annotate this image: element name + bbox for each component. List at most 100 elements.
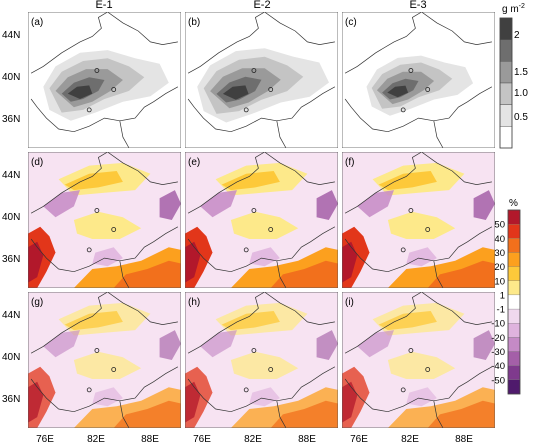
lat-label-44n: 44N [2, 170, 20, 181]
border-line [344, 152, 422, 214]
border-line [421, 152, 492, 185]
change-contour [73, 211, 142, 239]
map-panel-top-3 [342, 12, 495, 148]
dust-contour [222, 85, 249, 100]
lon-label-88e: 88E [298, 434, 316, 445]
change-contour [200, 190, 237, 218]
lat-label-44n: 44N [2, 310, 20, 321]
change-contour [387, 211, 456, 239]
colorbar-top-unit-sup: -2 [519, 3, 525, 10]
border-line [30, 366, 179, 413]
panel-label-h: (h) [188, 297, 200, 308]
colorbar-bottom-tick: -10 [491, 319, 505, 330]
change-contour [473, 190, 495, 220]
change-contour [92, 247, 123, 267]
colorbar-top-swatch [499, 104, 513, 127]
change-contour [270, 260, 338, 288]
border-line [344, 366, 493, 413]
lat-label-44n: 44N [2, 30, 20, 41]
panel-label-i: (i) [345, 297, 354, 308]
map-panel-top-1 [28, 12, 181, 148]
lon-label-82e: 82E [87, 434, 105, 445]
border-line [344, 226, 493, 273]
station-marker [268, 227, 274, 232]
border-line [433, 400, 444, 428]
colorbar-bottom-tick: 10 [494, 276, 505, 287]
change-contour [43, 190, 80, 218]
lon-label-88e: 88E [455, 434, 473, 445]
change-contour [113, 260, 181, 288]
panel-label-b: (b) [188, 17, 200, 28]
change-contour [357, 190, 394, 218]
change-contour [92, 387, 123, 407]
change-contour [185, 381, 201, 423]
map-panel-top-2 [185, 12, 338, 148]
map-panel-h [185, 292, 338, 428]
change-contour [342, 241, 358, 283]
colorbar-top-tick: 1.5 [514, 67, 528, 78]
station-marker [400, 107, 406, 113]
change-contour [159, 330, 181, 360]
change-contour [73, 351, 142, 379]
station-marker [86, 107, 92, 113]
colorbar-bottom-tick: 20 [494, 262, 505, 273]
change-contour [64, 171, 123, 191]
colorbar-top-unit: g m-2 [502, 3, 525, 15]
station-marker [268, 367, 274, 372]
change-contour [200, 330, 237, 358]
colorbar-top-swatch [499, 61, 513, 84]
panel-label-d: (d) [31, 157, 43, 168]
colorbar-bottom-tick: 40 [494, 234, 505, 245]
lat-label-36n: 36N [2, 394, 20, 405]
colorbar-bottom-swatch [507, 379, 521, 395]
colorbar-bottom-swatch [507, 280, 521, 296]
change-contour [427, 400, 495, 428]
change-contour [357, 330, 394, 358]
border-line [30, 12, 108, 74]
station-marker [94, 68, 100, 73]
station-marker [94, 208, 100, 213]
lat-label-40n: 40N [2, 72, 20, 83]
change-contour [406, 247, 437, 267]
colorbar-bottom-tick: 30 [494, 248, 505, 259]
station-marker [408, 348, 414, 353]
change-contour [221, 171, 280, 191]
change-contour [378, 171, 437, 191]
change-contour [113, 400, 181, 428]
colorbar-bottom-swatch [507, 238, 521, 253]
station-marker [94, 348, 100, 353]
border-line [187, 86, 336, 133]
change-contour [230, 351, 299, 379]
colorbar-bottom-swatch [507, 266, 521, 281]
border-line [187, 12, 265, 74]
change-contour [28, 381, 44, 423]
station-marker [268, 87, 274, 92]
change-contour [230, 211, 299, 239]
border-line [30, 292, 108, 354]
colorbar-bottom-swatch [507, 308, 521, 324]
change-contour [387, 351, 456, 379]
map-panel-d [28, 152, 181, 288]
colorbar-top-tick: 2 [514, 30, 520, 41]
dust-contour [387, 85, 409, 98]
colorbar-bottom-swatch [507, 209, 521, 225]
border-line [107, 12, 178, 45]
lat-label-40n: 40N [2, 212, 20, 223]
station-marker [86, 387, 92, 393]
change-contour [316, 190, 338, 220]
lon-label-76e: 76E [350, 434, 368, 445]
colorbar-bottom-swatch [507, 252, 521, 267]
colorbar-bottom-tick: -20 [491, 333, 505, 344]
change-contour [249, 387, 280, 407]
change-contour [64, 311, 123, 331]
dust-contour [67, 85, 93, 99]
station-marker [400, 247, 406, 253]
change-contour [406, 387, 437, 407]
station-marker [111, 87, 117, 92]
panel-label-e: (e) [188, 157, 200, 168]
station-marker [425, 227, 431, 232]
map-panel-e [185, 152, 338, 288]
map-panel-i [342, 292, 495, 428]
colorbar-top-swatch [499, 39, 513, 62]
